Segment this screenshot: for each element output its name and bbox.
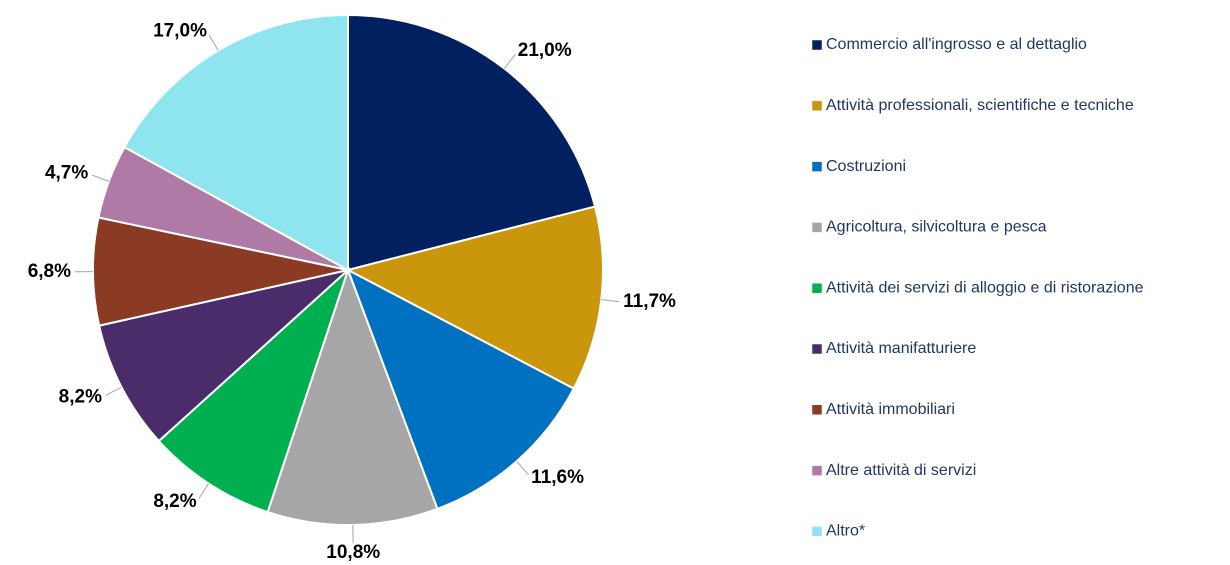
legend-label: Attività immobiliari	[826, 401, 955, 418]
legend-swatch	[811, 282, 823, 294]
legend-swatch	[811, 343, 823, 355]
legend-label: Commercio all'ingrosso e al dettaglio	[826, 36, 1087, 53]
legend-label: Costruzioni	[826, 158, 906, 175]
data-label: 21,0%	[518, 40, 572, 61]
leader-line	[503, 53, 516, 69]
pie-slice	[346, 267, 576, 511]
data-label: 17,0%	[153, 21, 207, 42]
pie-slice	[92, 216, 349, 327]
leader-line	[516, 460, 529, 476]
legend-label: Agricoltura, silvicoltura e pesca	[826, 219, 1047, 236]
legend-swatch	[811, 100, 823, 112]
leader-line	[198, 483, 210, 499]
legend-swatch	[811, 526, 823, 537]
leader-line	[208, 34, 219, 51]
data-label: 10,8%	[326, 542, 380, 563]
data-label: 4,7%	[45, 163, 88, 184]
data-label: 6,8%	[28, 261, 71, 282]
leader-line	[105, 386, 122, 396]
leader-line	[601, 299, 620, 303]
pie-slice	[123, 13, 349, 272]
legend-swatch	[811, 39, 823, 51]
data-label: 11,7%	[623, 291, 676, 312]
legend-label: Attività dei servizi di alloggio e di ri…	[826, 279, 1144, 296]
legend-label: Altro*	[826, 523, 865, 540]
pie-slice	[345, 205, 604, 390]
legend-swatch	[811, 404, 823, 416]
data-label: 11,6%	[531, 467, 584, 488]
leader-line	[91, 174, 110, 182]
legend-swatch	[811, 161, 823, 172]
legend-swatch	[811, 222, 823, 233]
data-label: 8,2%	[153, 491, 196, 512]
legend-swatch	[811, 465, 823, 476]
legend-label: Attività professionali, scientifiche e t…	[826, 97, 1134, 114]
data-label: 8,2%	[59, 386, 102, 407]
legend-label: Altre attività di servizi	[826, 462, 976, 479]
legend-label: Attività manifatturiere	[826, 340, 976, 357]
